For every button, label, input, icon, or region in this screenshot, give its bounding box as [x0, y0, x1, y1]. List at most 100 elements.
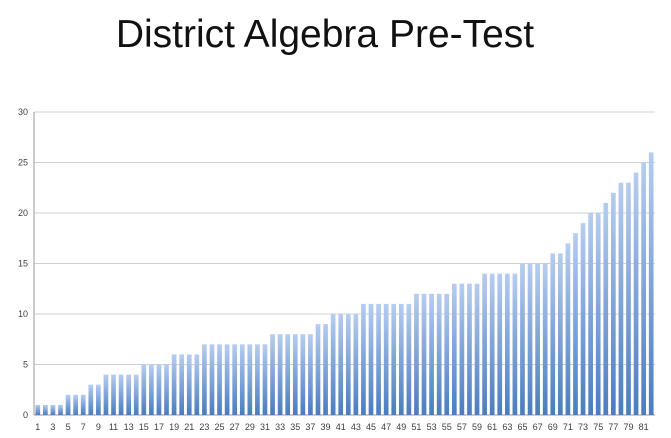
bar [406, 303, 412, 415]
bar [603, 202, 609, 415]
y-tick-label: 5 [23, 360, 28, 370]
bar [224, 344, 230, 415]
bar [391, 303, 397, 415]
bar [565, 243, 571, 415]
bar [292, 334, 298, 415]
bar [277, 334, 283, 415]
x-tick-label: 77 [608, 422, 618, 432]
bar [398, 303, 404, 415]
x-tick-label: 21 [184, 422, 194, 432]
bar [414, 293, 419, 415]
y-tick-label: 25 [18, 158, 28, 168]
bar [580, 223, 586, 415]
bar [186, 354, 192, 415]
x-tick-label: 13 [124, 422, 134, 432]
x-tick-label: 65 [517, 422, 527, 432]
bar [368, 303, 374, 415]
x-tick-label: 81 [639, 422, 649, 432]
bar [308, 334, 313, 415]
bar [300, 334, 306, 415]
x-tick-label: 5 [66, 422, 71, 432]
y-tick-label: 0 [23, 410, 28, 420]
bar [141, 364, 147, 415]
bar [255, 344, 260, 415]
x-tick-label: 3 [50, 422, 55, 432]
x-tick-label: 67 [533, 422, 543, 432]
bar [353, 314, 359, 415]
bar [527, 263, 533, 415]
bar [436, 293, 442, 415]
x-tick-label: 27 [230, 422, 240, 432]
bar [285, 334, 291, 415]
bar [194, 354, 200, 415]
bar [444, 293, 450, 415]
bar [171, 354, 177, 415]
bar [451, 283, 457, 415]
x-tick-label: 37 [305, 422, 315, 432]
y-tick-label: 30 [18, 107, 28, 117]
bar [149, 364, 154, 415]
bar [239, 344, 245, 415]
bar [557, 253, 563, 415]
bar [626, 182, 631, 415]
bar [467, 283, 472, 415]
x-tick-label: 1 [35, 422, 40, 432]
bar [361, 303, 366, 415]
bar [96, 384, 101, 415]
bar [270, 334, 275, 415]
bar [88, 384, 94, 415]
bar [520, 263, 525, 415]
x-tick-label: 23 [199, 422, 209, 432]
bar [421, 293, 427, 415]
bar [459, 283, 465, 415]
bar [315, 324, 321, 415]
bar [103, 374, 109, 415]
bar [595, 213, 601, 415]
bar [50, 404, 56, 415]
x-tick-label: 11 [109, 422, 118, 432]
x-tick-label: 71 [563, 422, 573, 432]
x-tick-label: 39 [321, 422, 331, 432]
bar [179, 354, 185, 415]
bar [323, 324, 328, 415]
x-tick-label: 35 [290, 422, 300, 432]
bar [126, 374, 132, 415]
x-tick-label: 15 [139, 422, 149, 432]
bar [345, 314, 351, 415]
x-tick-label: 17 [154, 422, 164, 432]
x-tick-label: 19 [169, 422, 179, 432]
bar [118, 374, 124, 415]
bar [648, 152, 654, 415]
x-tick-label: 79 [623, 422, 633, 432]
x-tick-label: 33 [275, 422, 285, 432]
bar [512, 273, 518, 415]
bar [35, 404, 41, 415]
bar [383, 303, 389, 415]
bar [247, 344, 253, 415]
bar [133, 374, 139, 415]
bar [550, 253, 556, 415]
x-tick-label: 61 [487, 422, 497, 432]
x-tick-label: 29 [245, 422, 255, 432]
bar [588, 213, 593, 415]
bar [330, 314, 336, 415]
x-tick-label: 43 [351, 422, 361, 432]
x-tick-label: 51 [411, 422, 421, 432]
bar [43, 404, 48, 415]
bar [73, 394, 79, 415]
y-tick-label: 15 [18, 259, 28, 269]
bar [209, 344, 215, 415]
x-tick-label: 63 [502, 422, 512, 432]
x-tick-label: 45 [366, 422, 376, 432]
bar [504, 273, 510, 415]
x-tick-label: 49 [396, 422, 406, 432]
bar [474, 283, 480, 415]
bar [111, 374, 116, 415]
x-tick-label: 53 [427, 422, 437, 432]
x-tick-label: 7 [81, 422, 86, 432]
bar [489, 273, 495, 415]
bar [202, 344, 207, 415]
bar [80, 394, 86, 415]
